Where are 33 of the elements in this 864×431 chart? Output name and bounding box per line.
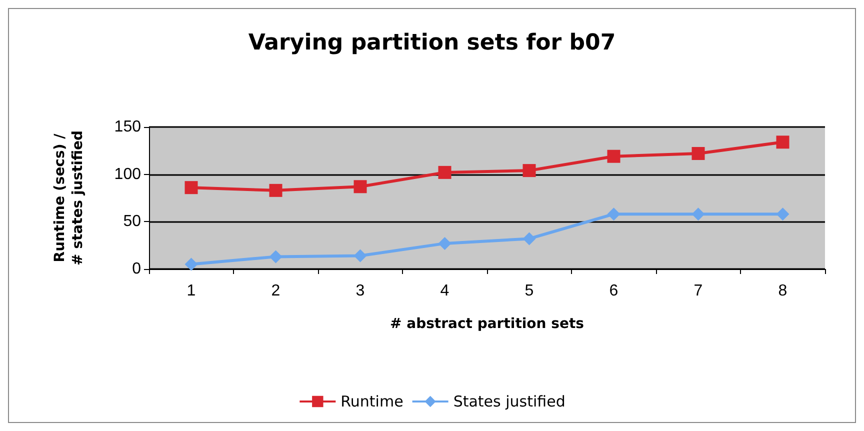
x-tick-label: 8 [778, 282, 788, 300]
chart-title: Varying partition sets for b07 [248, 30, 616, 56]
x-tick-label: 6 [609, 282, 618, 300]
y-tick-label: 150 [114, 118, 142, 136]
point [354, 180, 367, 194]
x-tick-label: 5 [524, 282, 534, 300]
x-tick-label: 4 [440, 282, 450, 300]
point [607, 208, 620, 221]
x-tick-label: 2 [271, 282, 280, 300]
x-tick-label: 7 [694, 282, 703, 300]
legend-label: Runtime [340, 392, 404, 410]
x-axis-title: # abstract partition sets [390, 316, 584, 332]
point [692, 208, 705, 221]
legend-label: States justified [453, 392, 566, 410]
y-axis-title: Runtime (secs) / # states justified [52, 130, 86, 266]
y-tick-label: 0 [132, 260, 142, 278]
x-tick-label: 1 [186, 282, 196, 300]
point [354, 249, 367, 262]
point [438, 236, 452, 250]
point [522, 232, 536, 246]
point [438, 166, 452, 179]
point [607, 150, 620, 163]
point [184, 258, 198, 271]
y-tick-label: 100 [114, 166, 142, 183]
point [776, 136, 790, 149]
point [184, 181, 198, 194]
point [522, 164, 536, 178]
point [269, 184, 282, 197]
point [776, 208, 790, 221]
y-tick-label: 50 [123, 213, 142, 230]
point [269, 250, 282, 264]
x-tick-label: 3 [356, 282, 365, 300]
point [692, 147, 705, 160]
